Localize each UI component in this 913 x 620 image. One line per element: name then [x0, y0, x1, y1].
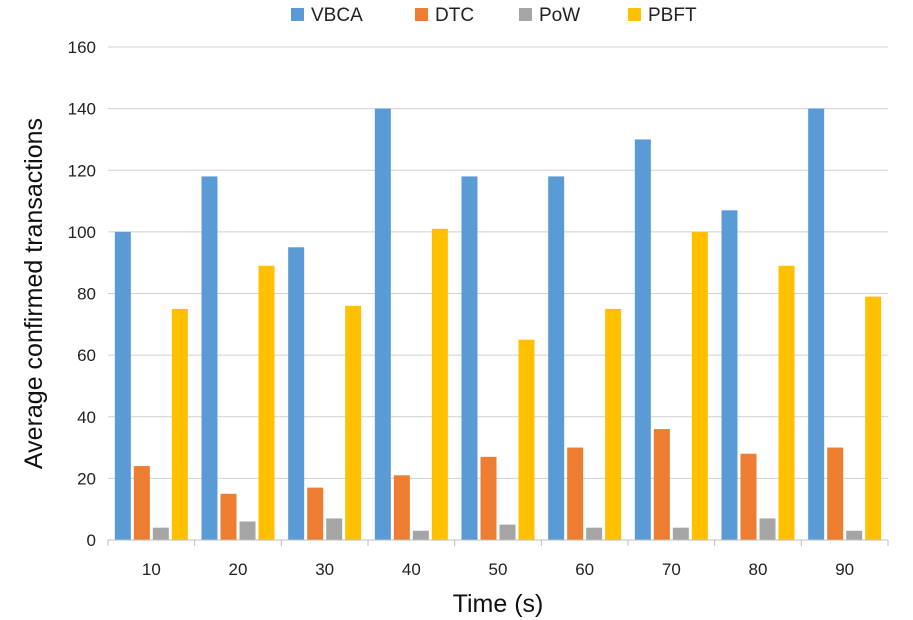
bar-vbca [114, 231, 131, 540]
bar-pow [326, 518, 343, 540]
y-tick-label: 160 [68, 38, 96, 57]
bar-pbft [258, 265, 275, 540]
bar-dtc [480, 456, 497, 540]
bar-pbft [431, 228, 448, 540]
x-tick-label: 80 [749, 560, 768, 579]
legend-label-pow: PoW [539, 5, 580, 26]
bar-pow [586, 527, 603, 540]
bar-pow [499, 524, 516, 540]
bar-pow [846, 530, 863, 540]
legend-label-vbca: VBCA [311, 5, 363, 26]
y-tick-label: 100 [68, 223, 96, 242]
x-tick-label: 30 [315, 560, 334, 579]
y-tick-label: 120 [68, 161, 96, 180]
bar-vbca [374, 108, 391, 540]
y-tick-label: 60 [77, 346, 96, 365]
bar-vbca [721, 210, 738, 540]
bar-pbft [171, 308, 188, 540]
bar-dtc [567, 447, 584, 540]
y-axis-ticks: 0 20 40 60 80 100 120 140 160 [68, 38, 96, 550]
legend: VBCA DTC PoW PBFT [291, 5, 697, 26]
gridlines [108, 46, 888, 479]
bar-dtc [740, 453, 757, 540]
x-axis-ticks: 10 20 30 40 50 60 70 80 90 [107, 540, 889, 579]
bar-dtc [827, 447, 844, 540]
bar-dtc [653, 429, 670, 540]
x-tick-label: 50 [489, 560, 508, 579]
bar-vbca [548, 176, 565, 540]
legend-swatch-pow [519, 8, 532, 21]
bar-vbca [288, 247, 305, 540]
bar-vbca [461, 176, 478, 540]
x-tick-label: 90 [835, 560, 854, 579]
bar-pbft [518, 339, 535, 540]
bar-pbft [605, 308, 622, 540]
y-tick-label: 140 [68, 100, 96, 119]
bar-pow [239, 521, 256, 540]
legend-swatch-dtc [415, 8, 428, 21]
x-axis-title: Time (s) [453, 590, 544, 618]
bar-dtc [307, 487, 324, 540]
x-tick-label: 20 [229, 560, 248, 579]
y-tick-label: 0 [87, 531, 96, 550]
bars [114, 108, 882, 540]
y-tick-label: 80 [77, 285, 96, 304]
bar-pow [672, 527, 689, 540]
x-tick-label: 60 [575, 560, 594, 579]
bar-vbca [201, 176, 218, 540]
bar-dtc [220, 493, 237, 540]
bar-pow [152, 527, 169, 540]
x-tick-label: 70 [662, 560, 681, 579]
legend-label-pbft: PBFT [648, 5, 697, 26]
bar-pbft [345, 305, 362, 540]
legend-label-dtc: DTC [435, 5, 474, 26]
bar-pbft [865, 296, 882, 540]
legend-swatch-vbca [291, 8, 304, 21]
y-axis-title: Average confirmed transactions [20, 118, 48, 469]
bar-pow [759, 518, 776, 540]
legend-swatch-pbft [628, 8, 641, 21]
y-tick-label: 20 [77, 469, 96, 488]
bar-pbft [691, 231, 708, 540]
bar-pbft [778, 265, 795, 540]
x-tick-label: 10 [142, 560, 161, 579]
bar-vbca [808, 108, 825, 540]
bar-pow [412, 530, 429, 540]
bar-dtc [393, 475, 410, 540]
bar-vbca [634, 139, 651, 540]
y-tick-label: 40 [77, 408, 96, 427]
bar-dtc [133, 466, 150, 540]
x-tick-label: 40 [402, 560, 421, 579]
